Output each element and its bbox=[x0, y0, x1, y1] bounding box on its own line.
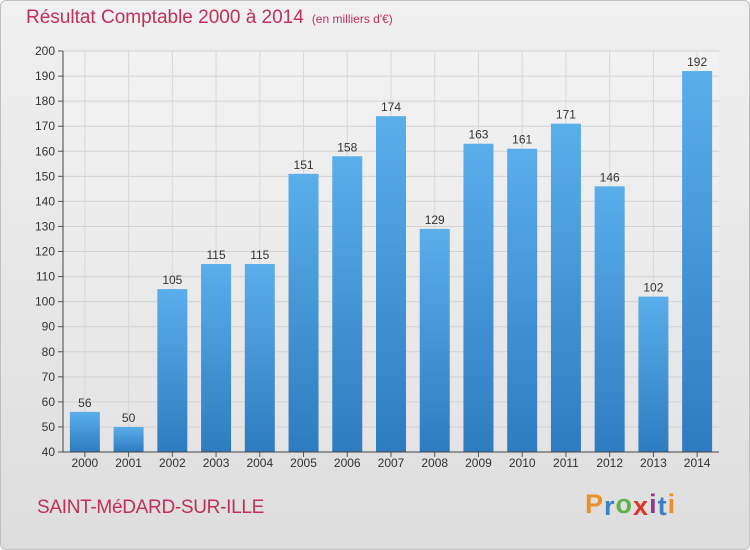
y-tick-label: 90 bbox=[42, 320, 56, 334]
x-tick-label: 2003 bbox=[203, 456, 230, 470]
x-tick-label: 2010 bbox=[509, 456, 536, 470]
y-tick-label: 80 bbox=[42, 345, 56, 359]
y-tick-label: 100 bbox=[35, 295, 55, 309]
bar bbox=[157, 289, 188, 452]
bar-value-label: 115 bbox=[206, 248, 225, 262]
axis-layer bbox=[58, 50, 719, 457]
chart-subtitle: (en milliers d'€) bbox=[311, 12, 393, 26]
bar bbox=[594, 186, 625, 452]
bar bbox=[69, 411, 100, 452]
y-tick-label: 130 bbox=[35, 219, 55, 233]
label-layer: 40 50 60 70 80 90 100 110 120 130 140 150 160 170 180 1… bbox=[35, 44, 711, 470]
y-tick-label: 200 bbox=[35, 44, 55, 58]
bar bbox=[550, 123, 581, 453]
logo-letter: i bbox=[649, 489, 658, 519]
x-tick-label: 2011 bbox=[553, 456, 579, 470]
bar-value-label: 192 bbox=[687, 55, 707, 69]
bar bbox=[244, 264, 275, 452]
bar-value-label: 115 bbox=[250, 248, 269, 262]
bar bbox=[419, 228, 450, 452]
bar-value-label: 163 bbox=[468, 128, 488, 142]
y-tick-label: 70 bbox=[42, 370, 56, 384]
title-row: Résultat Comptable 2000 à 2014 (en millie… bbox=[26, 7, 393, 29]
x-tick-label: 2000 bbox=[72, 456, 99, 470]
bar-value-label: 171 bbox=[556, 108, 576, 122]
proxiti-logo: Proxiti bbox=[585, 489, 677, 521]
bar bbox=[332, 156, 363, 452]
logo-letter: o bbox=[615, 489, 634, 519]
bar bbox=[376, 116, 406, 452]
x-tick-label: 2013 bbox=[640, 456, 667, 470]
x-tick-label: 2014 bbox=[684, 456, 711, 470]
bar-value-label: 50 bbox=[122, 411, 136, 425]
bar bbox=[288, 173, 319, 452]
x-tick-label: 2004 bbox=[246, 456, 273, 470]
bar bbox=[201, 264, 232, 452]
bar-value-label: 158 bbox=[337, 140, 357, 154]
bar-value-label: 146 bbox=[600, 170, 620, 184]
x-tick-label: 2008 bbox=[421, 456, 448, 470]
chart-title: Résultat Comptable 2000 à 2014 bbox=[26, 7, 304, 28]
bar-value-label: 56 bbox=[78, 396, 92, 410]
logo-letter: i bbox=[667, 489, 677, 519]
bar bbox=[638, 296, 669, 452]
logo-letter: t bbox=[657, 491, 668, 521]
y-tick-label: 60 bbox=[42, 395, 56, 409]
bar-value-label: 151 bbox=[294, 158, 314, 172]
city-name: SAINT-MéDARD-SUR-ILLE bbox=[37, 497, 265, 518]
y-tick-label: 120 bbox=[35, 245, 55, 259]
y-tick-label: 160 bbox=[35, 144, 55, 158]
x-tick-label: 2007 bbox=[378, 456, 405, 470]
bar bbox=[113, 426, 144, 452]
logo-letter: r bbox=[604, 491, 616, 521]
bar bbox=[682, 71, 713, 453]
y-tick-label: 170 bbox=[35, 119, 55, 133]
bar-value-label: 102 bbox=[643, 281, 663, 295]
y-tick-label: 180 bbox=[35, 94, 55, 108]
bar-value-label: 174 bbox=[381, 100, 401, 114]
x-tick-label: 2002 bbox=[159, 456, 186, 470]
bar bbox=[507, 148, 538, 452]
y-tick-label: 190 bbox=[35, 69, 55, 83]
x-tick-label: 2005 bbox=[290, 456, 317, 470]
y-tick-label: 110 bbox=[36, 270, 55, 284]
x-tick-label: 2006 bbox=[334, 456, 361, 470]
y-tick-label: 140 bbox=[35, 194, 55, 208]
bar-value-label: 105 bbox=[162, 273, 182, 287]
logo-letter: x bbox=[633, 491, 650, 521]
bar-layer bbox=[69, 71, 713, 453]
bar-value-label: 129 bbox=[425, 213, 445, 227]
y-tick-label: 50 bbox=[42, 420, 56, 434]
x-tick-label: 2001 bbox=[115, 456, 142, 470]
x-tick-label: 2012 bbox=[596, 456, 623, 470]
y-tick-label: 150 bbox=[35, 169, 55, 183]
y-tick-label: 40 bbox=[42, 445, 56, 459]
bar-value-label: 161 bbox=[512, 133, 532, 147]
x-tick-label: 2009 bbox=[465, 456, 492, 470]
logo-letter: P bbox=[585, 489, 605, 519]
bar bbox=[463, 143, 494, 452]
